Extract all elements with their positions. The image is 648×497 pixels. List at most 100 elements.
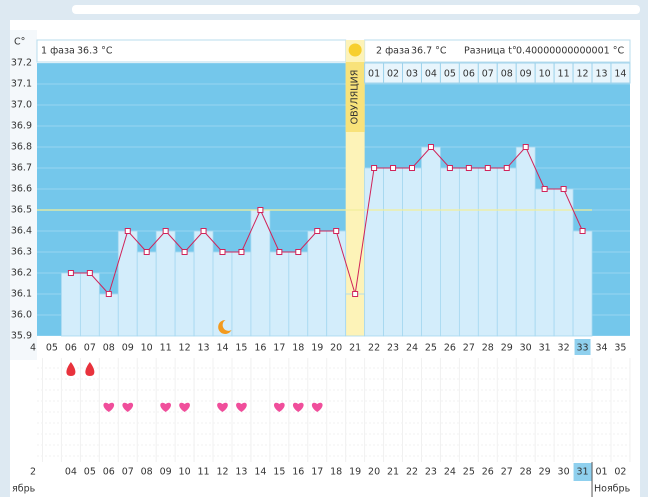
date-label: 28 (520, 467, 532, 478)
point (333, 228, 340, 234)
x-tick-label: 23 (387, 343, 399, 354)
x-tick-label: 28 (482, 343, 494, 354)
point (484, 165, 491, 171)
phase2-label: 2 фаза (376, 46, 410, 57)
date-label: 24 (444, 467, 456, 478)
temperature-line (70, 146, 584, 295)
y-tick-label: 37.0 (11, 100, 32, 111)
drop-icon (85, 362, 95, 376)
scrollbar[interactable] (72, 5, 640, 14)
heart-icon (236, 402, 247, 412)
x-tick-label: 13 (198, 343, 210, 354)
date-label: 25 (463, 467, 475, 478)
bar (515, 146, 536, 337)
phase2-day: 13 (595, 69, 607, 80)
point (219, 249, 226, 255)
x-tick-label: 24 (406, 343, 418, 354)
point (390, 165, 397, 171)
phase2-day: 08 (501, 69, 513, 80)
date-label: 14 (254, 467, 266, 478)
today-box (574, 339, 591, 355)
phase2-day: 11 (558, 69, 570, 80)
phase2-day: 04 (425, 69, 437, 80)
x-tick-label: 12 (179, 343, 191, 354)
y-tick-label: 36.9 (11, 121, 32, 132)
diff-value: 0.40000000000001 °C (516, 46, 624, 57)
x-tick-label: 30 (520, 343, 532, 354)
point (409, 165, 415, 171)
x-tick-label: 4 (30, 343, 36, 354)
date-label: 12 (216, 467, 228, 478)
point (352, 291, 359, 297)
month-label: ябрь (12, 484, 36, 495)
date-label: 27 (501, 467, 513, 478)
date-label: 20 (368, 467, 380, 478)
date-label: 22 (406, 467, 418, 478)
point (541, 186, 548, 192)
x-tick-label: 08 (103, 343, 115, 354)
date-label: 19 (349, 467, 361, 478)
point (314, 228, 321, 234)
ovulation-header (345, 62, 365, 132)
x-tick-label: 15 (235, 343, 247, 354)
phase1-label: 1 фаза (41, 46, 75, 57)
point (427, 144, 434, 150)
moon-icon (218, 319, 232, 334)
point (276, 249, 283, 255)
phase2-day: 07 (482, 69, 494, 80)
phase2-day: 02 (387, 69, 399, 80)
x-tick-label: 21 (349, 343, 361, 354)
heart-icon (273, 402, 285, 412)
y-tick-label: 36.4 (11, 226, 32, 237)
phase1-value: 36.3 °C (77, 46, 113, 57)
x-tick-label: 20 (330, 343, 342, 354)
bar (79, 272, 100, 337)
bar (440, 167, 460, 337)
date-label: 05 (84, 467, 96, 478)
phase2-day: 12 (577, 69, 589, 80)
y-tick-label: 35.9 (11, 331, 32, 342)
date-label: 07 (122, 467, 134, 478)
x-tick-label: 05 (46, 343, 58, 354)
point (238, 249, 245, 255)
x-tick-label: 16 (254, 343, 266, 354)
x-tick-label: 35 (614, 343, 626, 354)
date-label: 30 (558, 467, 570, 478)
date-label: 11 (198, 467, 210, 478)
date-label: 29 (539, 467, 551, 478)
heart-icon (160, 402, 172, 412)
bar (458, 167, 479, 337)
today-date-box (573, 463, 592, 481)
month-label: Ноябрь (594, 484, 631, 495)
x-tick-label: 10 (141, 343, 153, 354)
phase2-cell (610, 62, 631, 84)
y-tick-label: 37.2 (11, 58, 32, 69)
point (579, 228, 586, 234)
heart-icon (122, 402, 134, 412)
date-label: 13 (235, 467, 247, 478)
bar (98, 293, 119, 337)
date-label: 21 (387, 467, 399, 478)
bar (402, 167, 422, 337)
point (257, 207, 264, 213)
date-label: 10 (179, 467, 191, 478)
point (371, 165, 378, 171)
x-tick-label: 26 (444, 343, 456, 354)
phase2-day: 06 (463, 69, 475, 80)
bar (269, 251, 290, 337)
x-tick-label: 33 (577, 343, 589, 354)
point (181, 249, 188, 255)
phase2-day: 14 (614, 69, 626, 80)
heart-icon (292, 402, 304, 412)
bar (288, 251, 309, 337)
x-tick-label: 11 (160, 343, 172, 354)
bar (174, 251, 195, 337)
point (503, 165, 510, 171)
date-label: 18 (330, 467, 342, 478)
y-tick-label: 36.8 (11, 142, 32, 153)
y-tick-label: 36.2 (11, 268, 32, 279)
point (124, 228, 131, 234)
bar (231, 251, 252, 337)
point (295, 249, 302, 255)
point (446, 165, 453, 171)
